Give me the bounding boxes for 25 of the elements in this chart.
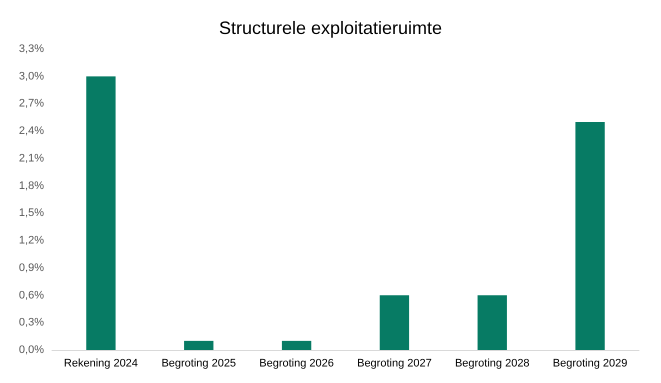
x-tick-label: Begroting 2029 [552,358,628,370]
y-tick-label: 3,0% [18,70,44,82]
y-tick-label: 0,6% [18,289,44,302]
x-tick-label: Begroting 2028 [454,358,530,370]
y-tick-label: 1,2% [18,234,44,247]
bar [184,340,214,350]
y-tick-label: 0,0% [18,344,44,356]
y-tick-label: 0,3% [18,316,44,329]
bar [282,340,312,350]
y-tick-label: 1,5% [18,207,44,220]
bar [86,76,116,350]
y-tick-label: 3,3% [18,43,44,55]
bar [380,295,410,350]
y-tick-label: 0,9% [18,262,44,274]
x-tick-label: Rekening 2024 [64,358,138,370]
bar [575,122,605,350]
y-tick-label: 2,4% [18,125,44,138]
chart-title: Structurele exploitatieruimte [218,18,442,38]
x-tick-label: Begroting 2026 [259,358,334,370]
y-tick-label: 2,7% [18,98,44,110]
x-tick-label: Begroting 2025 [161,358,236,370]
bar [478,295,507,350]
y-tick-label: 1,8% [18,180,44,192]
x-tick-label: Begroting 2027 [357,358,432,370]
y-tick-label: 2,1% [18,152,44,164]
